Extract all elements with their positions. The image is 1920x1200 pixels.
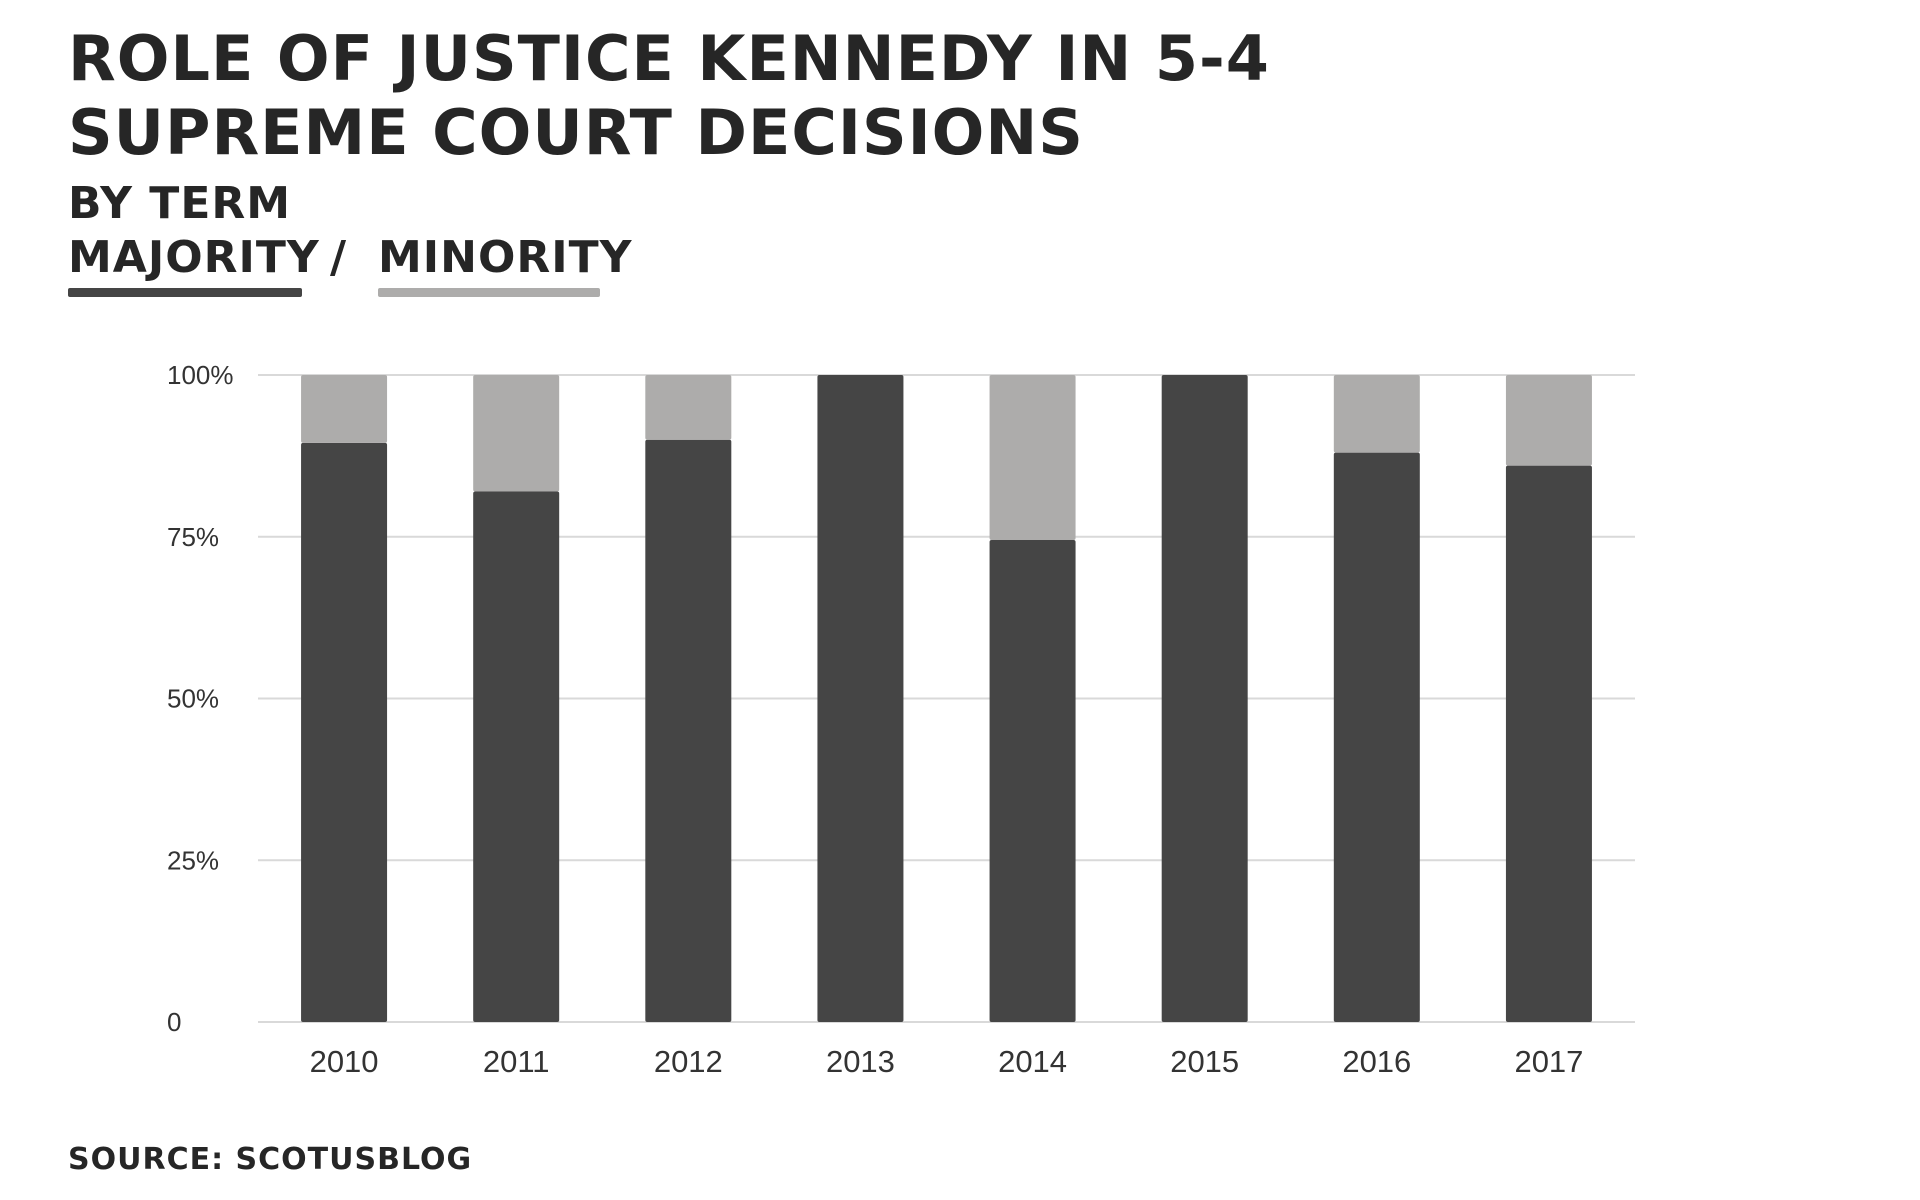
legend-swatch-majority [68, 288, 302, 297]
source-note: SOURCE: SCOTUSBLOG [68, 1142, 473, 1177]
x-tick-label: 2016 [1342, 1044, 1411, 1079]
x-tick-label: 2017 [1514, 1044, 1583, 1079]
bar-minority-2011 [473, 375, 560, 492]
bar-majority-2012 [645, 439, 732, 1022]
x-tick-label: 2010 [310, 1044, 379, 1079]
y-tick-label: 0 [167, 1007, 181, 1037]
x-tick-label: 2011 [483, 1044, 550, 1079]
y-tick-label: 75% [167, 522, 219, 552]
bar-minority-2012 [645, 375, 732, 440]
legend-swatch-minority [378, 288, 600, 297]
x-tick-label: 2015 [1170, 1044, 1239, 1079]
bar-majority-2010 [301, 442, 388, 1022]
bar-majority-2017 [1505, 465, 1592, 1023]
bar-minority-2014 [989, 375, 1076, 540]
bar-majority-2011 [473, 491, 560, 1023]
x-tick-label: 2012 [654, 1044, 723, 1079]
legend-label-majority: MAJORITY [68, 232, 320, 283]
x-tick-label: 2013 [826, 1044, 895, 1079]
bar-minority-2017 [1505, 375, 1592, 466]
chart-title: ROLE OF JUSTICE KENNEDY IN 5-4 SUPREME C… [68, 22, 1270, 169]
bar-majority-2014 [989, 539, 1076, 1022]
legend-separator: / [330, 232, 348, 283]
bar-majority-2015 [1161, 375, 1248, 1022]
legend-label-minority: MINORITY [378, 232, 633, 283]
x-tick-label: 2014 [998, 1044, 1067, 1079]
bar-majority-2016 [1333, 452, 1420, 1022]
bar-minority-2010 [301, 375, 388, 443]
y-tick-label: 25% [167, 845, 219, 875]
y-tick-label: 50% [167, 684, 219, 714]
bar-minority-2016 [1333, 375, 1420, 453]
bar-majority-2013 [817, 375, 904, 1022]
chart-subtitle: BY TERM [68, 178, 292, 229]
y-tick-label: 100% [167, 360, 234, 390]
